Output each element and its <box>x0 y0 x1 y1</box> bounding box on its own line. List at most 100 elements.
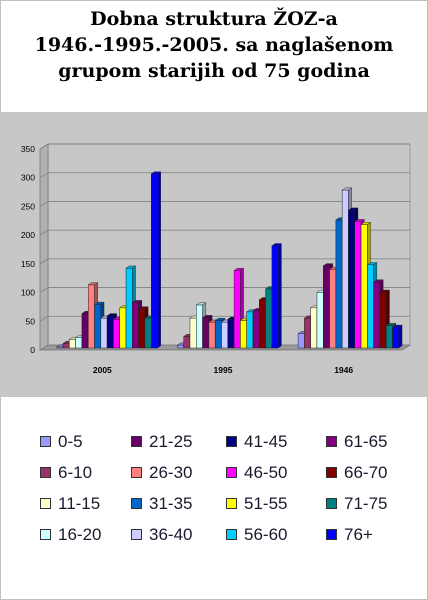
bar-top <box>93 301 105 305</box>
bar <box>240 320 247 349</box>
bar-top <box>366 262 378 265</box>
x-category-label: 1995 <box>214 365 233 375</box>
legend-item: 56-60 <box>226 519 326 550</box>
bar <box>360 224 368 349</box>
legend-swatch <box>131 467 142 478</box>
bar <box>94 304 102 349</box>
bar <box>379 292 387 349</box>
gridline <box>39 258 410 265</box>
y-tick-label: 300 <box>21 173 35 183</box>
bar <box>323 265 330 349</box>
bar-top <box>195 302 207 306</box>
bar <box>341 189 349 349</box>
bar-side <box>157 171 161 349</box>
y-tick-label: 250 <box>21 201 35 211</box>
legend-swatch <box>40 529 51 540</box>
legend-label: 6-10 <box>58 462 93 482</box>
bar <box>373 281 381 349</box>
legend-swatch <box>131 498 142 509</box>
legend-swatch <box>40 436 51 447</box>
legend-swatch <box>326 467 337 478</box>
y-tick-label: 200 <box>21 230 35 240</box>
bar <box>271 245 279 349</box>
bar-top <box>322 263 334 267</box>
legend-swatch <box>40 498 51 509</box>
y-tick-label: 100 <box>21 288 35 298</box>
y-tick-label: 350 <box>21 144 35 154</box>
legend-item: 11-15 <box>40 488 131 519</box>
bar-top <box>137 306 149 310</box>
bar <box>310 307 318 349</box>
legend-item: 41-45 <box>226 426 326 457</box>
bar <box>304 317 311 349</box>
bar <box>69 339 76 349</box>
legend-item: 26-30 <box>131 457 226 488</box>
bar-top <box>87 282 99 286</box>
legend-item: 0-5 <box>40 426 131 457</box>
legend-swatch <box>226 498 237 509</box>
legend-label: 21-25 <box>149 431 193 451</box>
chart-title: Dobna struktura ŽOZ-a 1946.-1995.-2005. … <box>0 6 428 84</box>
bar <box>87 284 95 349</box>
title-line-1: Dobna struktura ŽOZ-a <box>90 8 338 30</box>
gridline <box>39 201 410 207</box>
chart-legend: 0-5 21-25 41-45 61-65 6-10 26-30 46-50 66-70 11-… <box>40 426 420 550</box>
bar-top <box>233 268 245 271</box>
bar <box>335 219 343 349</box>
legend-swatch <box>326 436 337 447</box>
bar <box>214 320 222 349</box>
legend-swatch <box>40 467 51 478</box>
legend-swatch <box>226 436 237 447</box>
legend-item: 76+ <box>326 519 416 550</box>
gridline <box>39 287 410 293</box>
bar <box>144 317 152 349</box>
legend-label: 61-65 <box>344 431 388 451</box>
legend-item: 31-35 <box>131 488 226 519</box>
bar-top <box>347 207 359 211</box>
legend-swatch <box>131 436 142 447</box>
bar <box>100 317 108 349</box>
bar-top <box>341 187 353 191</box>
bar-side <box>398 324 403 349</box>
bar <box>183 336 191 349</box>
bar-top <box>106 313 118 317</box>
bar <box>221 321 229 349</box>
bar-top <box>379 289 391 293</box>
bar <box>227 319 235 349</box>
y-tick-label: 150 <box>21 259 35 269</box>
legend-swatch <box>326 498 337 509</box>
gridline <box>39 172 410 179</box>
bar <box>75 337 83 349</box>
bar <box>125 267 133 349</box>
bar <box>386 325 393 349</box>
bar <box>119 307 127 349</box>
y-tick-label: 0 <box>30 345 35 355</box>
bar-top <box>201 315 213 318</box>
bar <box>196 304 203 349</box>
legend-swatch <box>226 529 237 540</box>
bar-top <box>354 219 365 222</box>
bar-top <box>125 265 137 269</box>
legend-item: 16-20 <box>40 519 131 550</box>
bar-top <box>385 323 397 326</box>
legend-item: 36-40 <box>131 519 226 550</box>
bar-top <box>214 317 226 321</box>
x-category-label: 1946 <box>334 365 353 375</box>
title-line-3: grupom starijih od 75 godina <box>58 60 370 82</box>
bar-top <box>131 300 143 303</box>
legend-label: 51-55 <box>244 493 288 513</box>
bar <box>177 344 184 349</box>
bar <box>150 173 158 349</box>
bar <box>252 310 260 349</box>
bar <box>132 302 139 349</box>
legend-swatch <box>326 529 337 540</box>
legend-label: 41-45 <box>244 431 288 451</box>
bar <box>348 209 356 349</box>
legend-label: 11-15 <box>58 493 101 513</box>
bar <box>113 319 120 349</box>
bar <box>233 270 241 349</box>
legend-label: 56-60 <box>244 524 288 544</box>
legend-label: 26-30 <box>149 462 193 482</box>
legend-item: 6-10 <box>40 457 131 488</box>
legend-swatch <box>226 467 237 478</box>
